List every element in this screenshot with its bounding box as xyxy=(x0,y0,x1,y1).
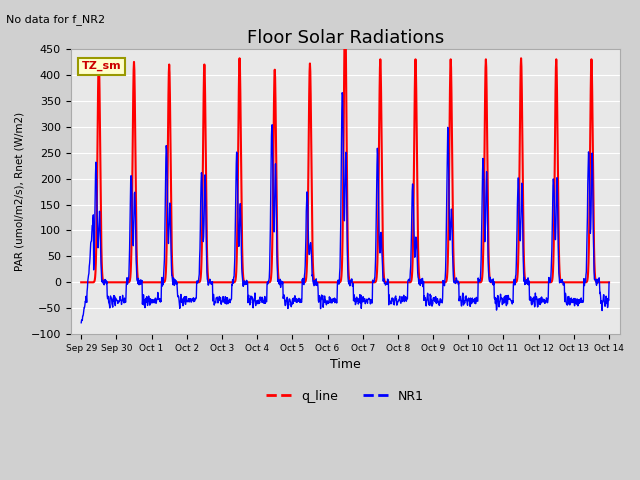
Legend: q_line, NR1: q_line, NR1 xyxy=(261,385,429,408)
X-axis label: Time: Time xyxy=(330,359,360,372)
Text: TZ_sm: TZ_sm xyxy=(82,61,121,71)
Text: No data for f_NR2: No data for f_NR2 xyxy=(6,14,106,25)
Title: Floor Solar Radiations: Floor Solar Radiations xyxy=(246,29,444,48)
Y-axis label: PAR (umol/m2/s), Rnet (W/m2): PAR (umol/m2/s), Rnet (W/m2) xyxy=(15,112,25,271)
